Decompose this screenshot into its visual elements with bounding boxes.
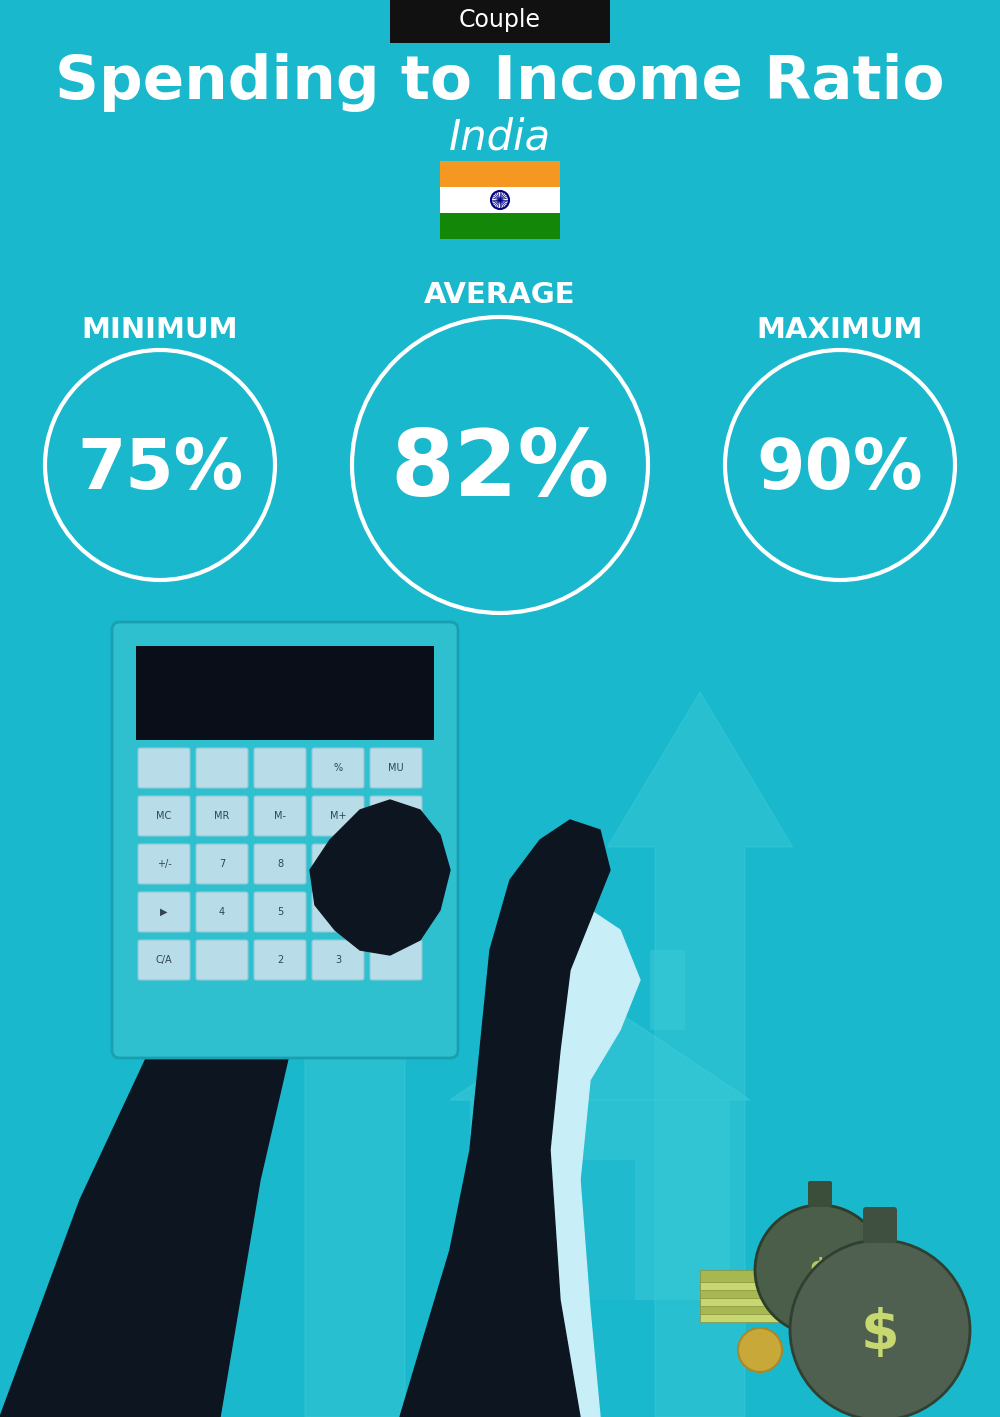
FancyBboxPatch shape xyxy=(370,748,422,788)
FancyBboxPatch shape xyxy=(196,939,248,981)
Polygon shape xyxy=(608,691,792,1417)
Text: M-: M- xyxy=(274,811,286,820)
Text: MC: MC xyxy=(156,811,172,820)
FancyBboxPatch shape xyxy=(254,891,306,932)
Text: 4: 4 xyxy=(219,907,225,917)
FancyBboxPatch shape xyxy=(196,748,248,788)
FancyBboxPatch shape xyxy=(138,891,190,932)
FancyBboxPatch shape xyxy=(700,1302,840,1314)
FancyBboxPatch shape xyxy=(312,845,364,884)
FancyBboxPatch shape xyxy=(370,796,422,836)
Polygon shape xyxy=(420,910,640,1417)
FancyBboxPatch shape xyxy=(254,796,306,836)
FancyBboxPatch shape xyxy=(196,845,248,884)
Text: $: $ xyxy=(861,1306,899,1360)
FancyBboxPatch shape xyxy=(136,646,434,740)
FancyBboxPatch shape xyxy=(440,162,560,187)
Circle shape xyxy=(755,1204,885,1335)
Text: 90%: 90% xyxy=(757,435,923,503)
FancyBboxPatch shape xyxy=(254,748,306,788)
Text: 8: 8 xyxy=(277,859,283,869)
Text: MINIMUM: MINIMUM xyxy=(82,316,238,344)
FancyBboxPatch shape xyxy=(312,796,364,836)
Text: 2: 2 xyxy=(277,955,283,965)
FancyBboxPatch shape xyxy=(470,1100,730,1299)
Polygon shape xyxy=(310,801,450,955)
Text: :: : xyxy=(394,811,398,820)
Circle shape xyxy=(790,1240,970,1417)
Text: 75%: 75% xyxy=(77,435,243,503)
Text: MAXIMUM: MAXIMUM xyxy=(757,316,923,344)
Text: C/A: C/A xyxy=(156,955,172,965)
FancyBboxPatch shape xyxy=(440,187,560,213)
Text: x: x xyxy=(393,859,399,869)
Text: M+: M+ xyxy=(330,811,346,820)
Text: 5: 5 xyxy=(277,907,283,917)
FancyBboxPatch shape xyxy=(138,845,190,884)
Polygon shape xyxy=(450,1000,750,1100)
Circle shape xyxy=(738,1328,782,1372)
FancyBboxPatch shape xyxy=(312,891,364,932)
Circle shape xyxy=(45,350,275,580)
FancyBboxPatch shape xyxy=(700,1278,840,1289)
Circle shape xyxy=(725,350,955,580)
Text: 9: 9 xyxy=(335,859,341,869)
FancyBboxPatch shape xyxy=(138,748,190,788)
Text: MR: MR xyxy=(214,811,230,820)
Text: 6: 6 xyxy=(335,907,341,917)
Text: $: $ xyxy=(808,1257,832,1289)
Text: India: India xyxy=(449,118,551,159)
FancyBboxPatch shape xyxy=(863,1207,897,1243)
FancyBboxPatch shape xyxy=(370,939,422,981)
Text: -: - xyxy=(394,907,398,917)
FancyBboxPatch shape xyxy=(700,1294,840,1306)
FancyBboxPatch shape xyxy=(312,748,364,788)
FancyBboxPatch shape xyxy=(700,1309,840,1322)
Circle shape xyxy=(352,317,648,614)
FancyBboxPatch shape xyxy=(312,939,364,981)
Text: ▶: ▶ xyxy=(160,907,168,917)
Polygon shape xyxy=(400,820,610,1417)
FancyBboxPatch shape xyxy=(196,891,248,932)
Text: MU: MU xyxy=(388,762,404,774)
FancyBboxPatch shape xyxy=(370,845,422,884)
Text: 3: 3 xyxy=(335,955,341,965)
Polygon shape xyxy=(80,981,310,1417)
FancyBboxPatch shape xyxy=(254,845,306,884)
Text: Couple: Couple xyxy=(459,9,541,33)
Text: %: % xyxy=(333,762,343,774)
FancyBboxPatch shape xyxy=(138,796,190,836)
Polygon shape xyxy=(0,801,370,1417)
FancyBboxPatch shape xyxy=(565,1161,635,1299)
FancyBboxPatch shape xyxy=(390,0,610,43)
FancyBboxPatch shape xyxy=(196,796,248,836)
Text: AVERAGE: AVERAGE xyxy=(424,281,576,309)
FancyBboxPatch shape xyxy=(138,939,190,981)
Polygon shape xyxy=(255,757,455,1417)
FancyBboxPatch shape xyxy=(808,1180,832,1207)
Text: 82%: 82% xyxy=(390,425,610,514)
Text: 7: 7 xyxy=(219,859,225,869)
FancyBboxPatch shape xyxy=(440,213,560,239)
FancyBboxPatch shape xyxy=(112,622,458,1058)
Text: +/-: +/- xyxy=(157,859,171,869)
FancyBboxPatch shape xyxy=(254,939,306,981)
Polygon shape xyxy=(120,801,350,1060)
FancyBboxPatch shape xyxy=(650,949,685,1030)
Text: Spending to Income Ratio: Spending to Income Ratio xyxy=(55,52,945,112)
FancyBboxPatch shape xyxy=(700,1270,840,1282)
FancyBboxPatch shape xyxy=(700,1287,840,1298)
FancyBboxPatch shape xyxy=(370,891,422,932)
